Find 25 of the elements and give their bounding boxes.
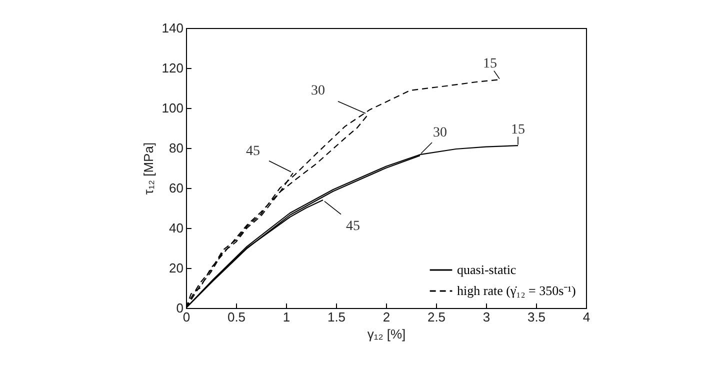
- y-tick-label: 40: [169, 220, 184, 236]
- annotation: 45: [346, 219, 360, 234]
- annotation: 15: [511, 122, 525, 138]
- annotation: 30: [433, 126, 447, 141]
- x-tick-label: 2: [382, 310, 390, 324]
- x-tick-label: 1: [282, 310, 290, 324]
- x-axis-title: γ₁₂ [%]: [367, 326, 406, 342]
- x-tick-label: 3: [482, 310, 490, 324]
- y-tick-label: 80: [169, 140, 184, 156]
- y-axis-title: τ₁₂ [MPa]: [140, 142, 156, 195]
- y-tick-label: 20: [169, 260, 184, 276]
- annotation: 45: [246, 144, 260, 159]
- x-tick-label: 1.5: [327, 310, 346, 324]
- x-tick-label: 2.5: [427, 310, 446, 324]
- x-tick-label: 3.5: [527, 310, 546, 324]
- x-tick-label: 4: [582, 310, 590, 324]
- y-tick-label: 60: [169, 180, 184, 196]
- annotation: 30: [311, 84, 325, 99]
- y-tick-label: 100: [162, 100, 184, 116]
- annotation: 15: [483, 56, 497, 72]
- y-tick-label: 120: [162, 60, 184, 76]
- legend-label: quasi-static: [457, 262, 516, 277]
- x-tick-label: 0.5: [227, 310, 246, 324]
- y-tick-label: 140: [162, 20, 184, 36]
- legend-label: high rate (γ̇₁₂ = 350s⁻¹): [457, 283, 576, 298]
